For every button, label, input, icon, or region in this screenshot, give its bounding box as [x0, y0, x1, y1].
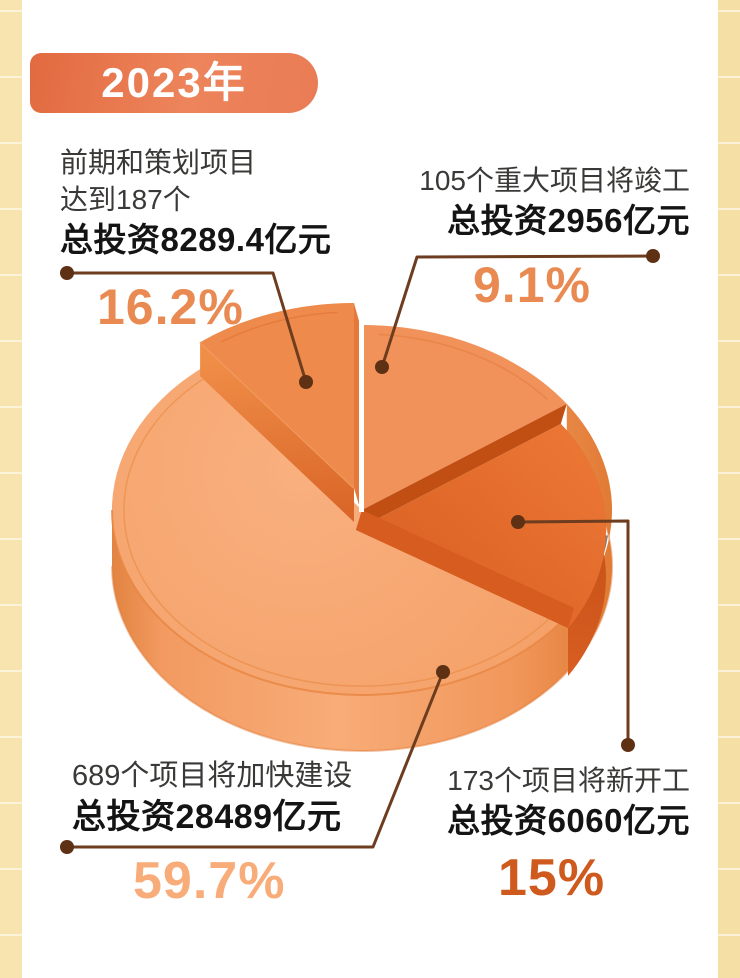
leader-dot: [299, 375, 313, 389]
annotation-15-investment: 总投资6060亿元: [447, 802, 690, 839]
pie-slice-9.1-top: [362, 325, 567, 510]
leader-line-59.7: [67, 671, 445, 849]
leader-dot: [511, 515, 525, 529]
percent-label-16.2: 16.2%: [97, 279, 244, 335]
leader-dot: [436, 665, 450, 679]
leader-dot: [621, 738, 635, 752]
pie-slice-16.2-left-wall: [200, 342, 354, 522]
percent-label-59.7: 59.7%: [133, 852, 286, 910]
percent-label-15: 15%: [498, 849, 606, 907]
pie-cut-wall-59.7-side: [356, 510, 574, 628]
left-grid-strip: [0, 0, 22, 978]
pie-cut-wall-9.1-side: [356, 403, 567, 530]
leader-dot: [375, 360, 389, 374]
leader-line-9.1: [380, 254, 654, 368]
leader-dot: [646, 249, 660, 263]
pie-slice-9.1-rim: [378, 333, 548, 400]
leader-line-16.2: [67, 271, 308, 383]
annotation-59.7-line1: 689个项目将加快建设: [72, 760, 353, 792]
year-badge: 2023年: [30, 53, 318, 113]
annotation-15: 173个项目将新开工 总投资6060亿元: [447, 762, 690, 843]
annotation-9.1-line1: 105个重大项目将竣工: [419, 165, 690, 196]
annotation-16.2-investment: 总投资8289.4亿元: [60, 221, 332, 258]
annotation-9.1: 105个重大项目将竣工 总投资2956亿元: [419, 162, 690, 243]
leader-lines: [67, 254, 654, 849]
right-grid-strip: [718, 0, 740, 978]
leader-dot: [60, 840, 74, 854]
pie-slice-16.2-rim: [220, 311, 338, 343]
pie-slice-15-top: [356, 423, 606, 628]
pie-slice-59.7-rim: [123, 378, 556, 687]
annotation-16.2: 前期和策划项目 达到187个 总投资8289.4亿元: [60, 144, 331, 262]
annotation-16.2-line2: 达到187个: [60, 184, 191, 215]
pie-slice-16.2-top: [200, 303, 354, 488]
pie-skirt-bottom-line: [111, 459, 613, 752]
annotation-15-line1: 173个项目将新开工: [447, 765, 690, 796]
year-badge-label: 2023年: [101, 59, 247, 106]
annotation-16.2-line1: 前期和策划项目: [60, 147, 257, 178]
annotation-59.7-investment: 总投资28489亿元: [72, 798, 342, 836]
annotation-59.7: 689个项目将加快建设 总投资28489亿元: [72, 758, 352, 839]
annotation-9.1-investment: 总投资2956亿元: [447, 202, 690, 239]
pie-slice-59.7-top: [111, 364, 575, 696]
leader-line-15: [517, 519, 630, 745]
pie-top-rim-line: [111, 509, 575, 696]
leader-dot: [60, 266, 74, 280]
pie-slice-16.2-gap-wall: [354, 303, 359, 505]
percent-label-9.1: 9.1%: [473, 257, 591, 313]
leader-dots: [60, 249, 660, 854]
